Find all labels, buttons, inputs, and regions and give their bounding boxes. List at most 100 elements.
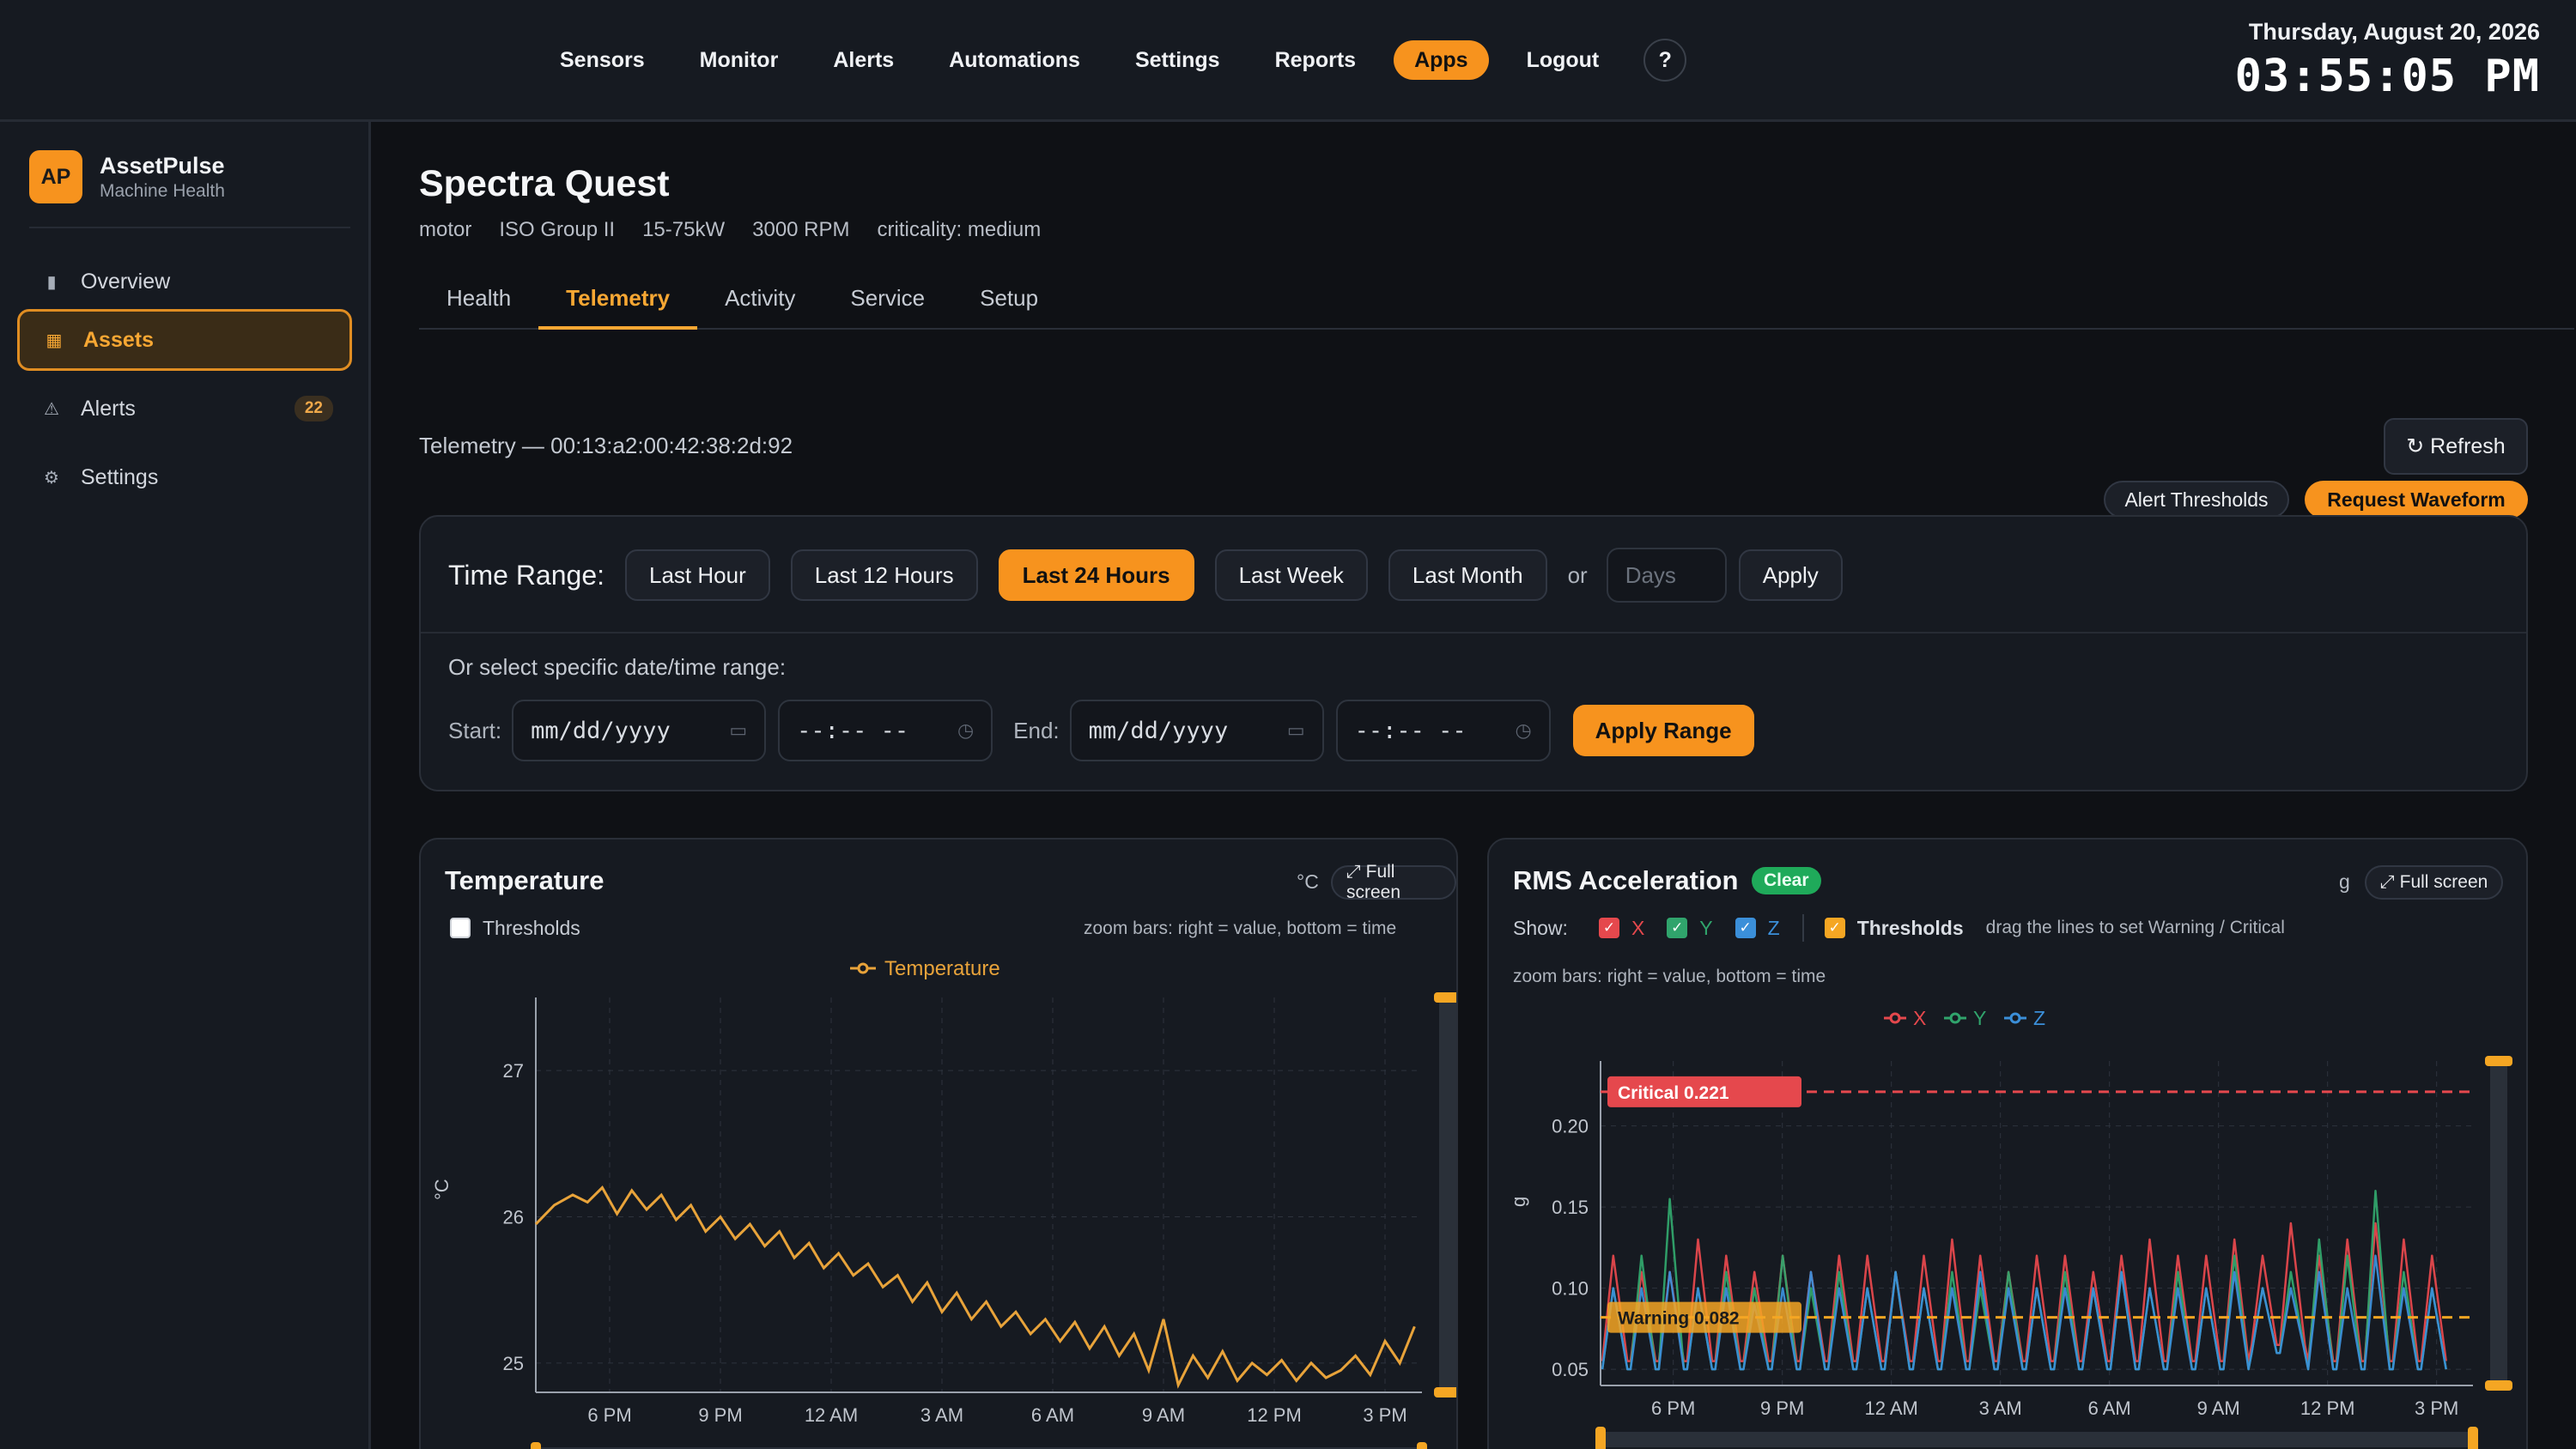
tab-setup[interactable]: Setup <box>980 285 1039 311</box>
sidebar-divider <box>29 227 350 228</box>
time-zoom-handle-left <box>531 1442 541 1449</box>
nav-settings[interactable]: Settings <box>1134 48 1220 72</box>
x-tick-label: 9 AM <box>2197 1397 2240 1419</box>
x-checkbox[interactable]: ✓ <box>1598 918 1619 938</box>
range-last-12-hours-button[interactable]: Last 12 Hours <box>790 549 978 601</box>
legend-label-z: Z <box>2033 1009 2045 1029</box>
sidebar-item-overview[interactable]: ▮ Overview <box>17 251 352 312</box>
range-last-24-hours-button[interactable]: Last 24 Hours <box>998 549 1194 601</box>
legend-marker <box>857 962 869 974</box>
refresh-button[interactable]: ↻ Refresh <box>2384 418 2528 475</box>
apply-range-button[interactable]: Apply Range <box>1572 705 1754 756</box>
start-time-input[interactable]: --:-- -- ◷ <box>778 700 993 761</box>
alert-thresholds-button[interactable]: Alert Thresholds <box>2104 481 2289 518</box>
nav-monitor[interactable]: Monitor <box>699 48 779 72</box>
y-tick-label: 0.10 <box>1552 1278 1589 1300</box>
sidebar-item-alerts[interactable]: ⚠ Alerts 22 <box>17 378 352 440</box>
asset-meta: motor ISO Group II 15-75kW 3000 RPM crit… <box>419 218 1041 242</box>
temperature-thresholds-checkbox[interactable] <box>450 918 471 938</box>
brand[interactable]: AP AssetPulse Machine Health <box>29 150 225 203</box>
start-date-placeholder: mm/dd/yyyy <box>531 717 671 744</box>
nav-automations[interactable]: Automations <box>949 48 1080 72</box>
clock-time: 03:55:05 PM <box>2234 51 2540 102</box>
brand-name: AssetPulse <box>100 152 225 179</box>
end-label: End: <box>1013 717 1060 743</box>
tab-service[interactable]: Service <box>850 285 926 311</box>
specific-range-label: Or select specific date/time range: <box>448 654 787 680</box>
y-axis-label: °C <box>431 1179 453 1200</box>
asset-type: motor <box>419 218 472 241</box>
thresholds-label: Thresholds <box>1856 916 1964 939</box>
temperature-options: Thresholds <box>450 913 603 943</box>
legend-marker <box>1889 1012 1901 1024</box>
gear-icon: ⚙ <box>44 468 59 488</box>
asset-criticality: criticality: medium <box>877 218 1042 241</box>
sidebar-item-settings[interactable]: ⚙ Settings <box>17 446 352 508</box>
sidebar-item-label: Overview <box>81 269 171 294</box>
nav-logout[interactable]: Logout <box>1526 48 1600 72</box>
top-bar: Sensors Monitor Alerts Automations Setti… <box>0 0 2576 122</box>
tab-telemetry[interactable]: Telemetry <box>538 276 698 330</box>
calendar-icon: ▭ <box>729 719 748 742</box>
value-zoom-bar <box>1439 997 1456 1392</box>
legend-marker <box>1949 1012 1961 1024</box>
y-tick-label: 26 <box>503 1207 524 1228</box>
y-label: Y <box>1699 916 1713 939</box>
temperature-thresholds-toggle[interactable]: Thresholds <box>450 917 580 940</box>
assets-icon: ▦ <box>46 330 63 350</box>
request-waveform-button[interactable]: Request Waveform <box>2305 481 2528 518</box>
y-tick-label: 0.15 <box>1552 1197 1589 1218</box>
sidebar-item-label: Alerts <box>81 396 136 421</box>
rms-options: Show: ✓ X ✓ Y ✓ Z ✓ Thresholds drag the … <box>1513 913 2285 943</box>
value-zoom-handle-top <box>1434 992 1456 1003</box>
top-nav: Sensors Monitor Alerts Automations Setti… <box>532 38 1687 82</box>
z-label: Z <box>1767 916 1780 939</box>
warning-threshold-label: Warning 0.082 <box>1618 1309 1740 1329</box>
help-button[interactable]: ? <box>1643 39 1687 82</box>
legend-label-x: X <box>1913 1009 1926 1029</box>
nav-sensors[interactable]: Sensors <box>560 48 645 72</box>
legend-marker <box>2009 1012 2021 1024</box>
legend-label-y: Y <box>1973 1009 1986 1029</box>
days-input[interactable] <box>1606 548 1727 603</box>
y-axis-label: g <box>1508 1197 1529 1207</box>
brand-logo: AP <box>29 150 82 203</box>
start-label: Start: <box>448 717 502 743</box>
rms-acceleration-chart[interactable]: X Y Z 0.05 0.10 0.15 0.20 6 PM 9 PM 12 AM 3 AM 6 AM… <box>1489 1009 2528 1449</box>
temperature-legend: Temperature <box>850 960 1000 980</box>
rms-zoom-hint: zoom bars: right = value, bottom = time <box>1513 967 1826 986</box>
start-date-input[interactable]: mm/dd/yyyy ▭ <box>512 700 767 761</box>
alerts-count-badge: 22 <box>294 396 333 421</box>
nav-alerts[interactable]: Alerts <box>833 48 895 72</box>
y-checkbox[interactable]: ✓ <box>1667 918 1688 938</box>
toggle-y[interactable]: ✓ Y <box>1667 916 1713 940</box>
thresholds-label: Thresholds <box>483 916 580 939</box>
asset-rpm: 3000 RPM <box>752 218 850 241</box>
warning-threshold-tag <box>1607 1301 1801 1333</box>
nav-apps[interactable]: Apps <box>1394 40 1489 80</box>
days-apply-button[interactable]: Apply <box>1738 549 1843 601</box>
z-checkbox[interactable]: ✓ <box>1735 918 1756 938</box>
temperature-title: Temperature <box>445 865 605 895</box>
clock-icon: ◷ <box>1515 719 1532 742</box>
rms-thresholds-toggle[interactable]: ✓ Thresholds <box>1824 916 1964 940</box>
temperature-fullscreen-button[interactable]: ⤢ Full screen <box>1331 862 1456 902</box>
toggle-x[interactable]: ✓ X <box>1598 917 1644 940</box>
or-label: or <box>1567 561 1588 588</box>
rms-fullscreen-button[interactable]: ⤢ Full screen <box>2365 865 2504 900</box>
end-time-input[interactable]: --:-- -- ◷ <box>1335 700 1551 761</box>
value-zoom-handle-bottom <box>2485 1380 2512 1391</box>
rms-thresholds-checkbox[interactable]: ✓ <box>1824 918 1845 938</box>
y-tick-label: 25 <box>503 1353 524 1374</box>
range-last-hour-button[interactable]: Last Hour <box>625 549 770 601</box>
temperature-chart[interactable]: Temperature 25 26 27 6 PM 9 PM 12 AM 3 AM 6 AM 9 … <box>421 960 1458 1449</box>
sidebar-item-assets[interactable]: ▦ Assets <box>17 309 352 371</box>
nav-reports[interactable]: Reports <box>1274 48 1357 72</box>
end-date-input[interactable]: mm/dd/yyyy ▭ <box>1069 700 1324 761</box>
range-last-week-button[interactable]: Last Week <box>1214 549 1368 601</box>
tab-health[interactable]: Health <box>447 285 512 311</box>
tab-activity[interactable]: Activity <box>725 285 796 311</box>
toggle-z[interactable]: ✓ Z <box>1735 917 1780 940</box>
x-tick-label: 6 AM <box>2088 1397 2131 1419</box>
range-last-month-button[interactable]: Last Month <box>1388 549 1547 601</box>
